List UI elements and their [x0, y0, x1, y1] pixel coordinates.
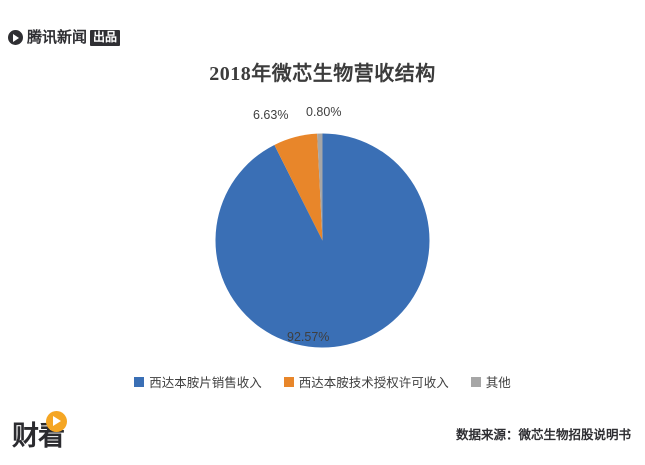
legend-swatch-1	[283, 376, 294, 387]
legend-swatch-0	[134, 376, 145, 387]
chart-title: 2018年微芯生物营收结构	[209, 63, 436, 85]
play-circle-orange-icon	[46, 411, 67, 432]
pie-slice-2	[317, 133, 323, 241]
pie-label-2: 0.80%	[306, 105, 342, 119]
tencent-news-watermark: 腾讯新闻 出品	[8, 28, 121, 47]
caikan-watermark: 财看	[12, 410, 122, 456]
watermark-badge: 出品	[90, 29, 121, 46]
legend-label-2: 其他	[485, 376, 511, 390]
legend-item-1: 西达本胺技术授权许可收入	[283, 372, 449, 391]
legend: 西达本胺片销售收入 西达本胺技术授权许可收入 其他	[0, 372, 645, 391]
legend-swatch-2	[470, 376, 481, 387]
watermark-text: 腾讯新闻	[27, 29, 88, 46]
pie-svg	[215, 133, 430, 348]
legend-item-0: 西达本胺片销售收入	[134, 372, 262, 391]
pie-slice-0	[215, 133, 430, 348]
play-circle-icon	[8, 30, 23, 45]
pie-label-1: 6.63%	[253, 108, 289, 122]
legend-label-1: 西达本胺技术授权许可收入	[298, 376, 449, 390]
pie-slice-1	[274, 133, 323, 241]
legend-label-0: 西达本胺片销售收入	[149, 376, 262, 390]
legend-item-2: 其他	[470, 372, 511, 391]
source-note: 数据来源：微芯生物招股说明书	[455, 428, 631, 442]
pie-label-0: 92.57%	[287, 330, 330, 344]
pie-chart	[215, 133, 430, 348]
